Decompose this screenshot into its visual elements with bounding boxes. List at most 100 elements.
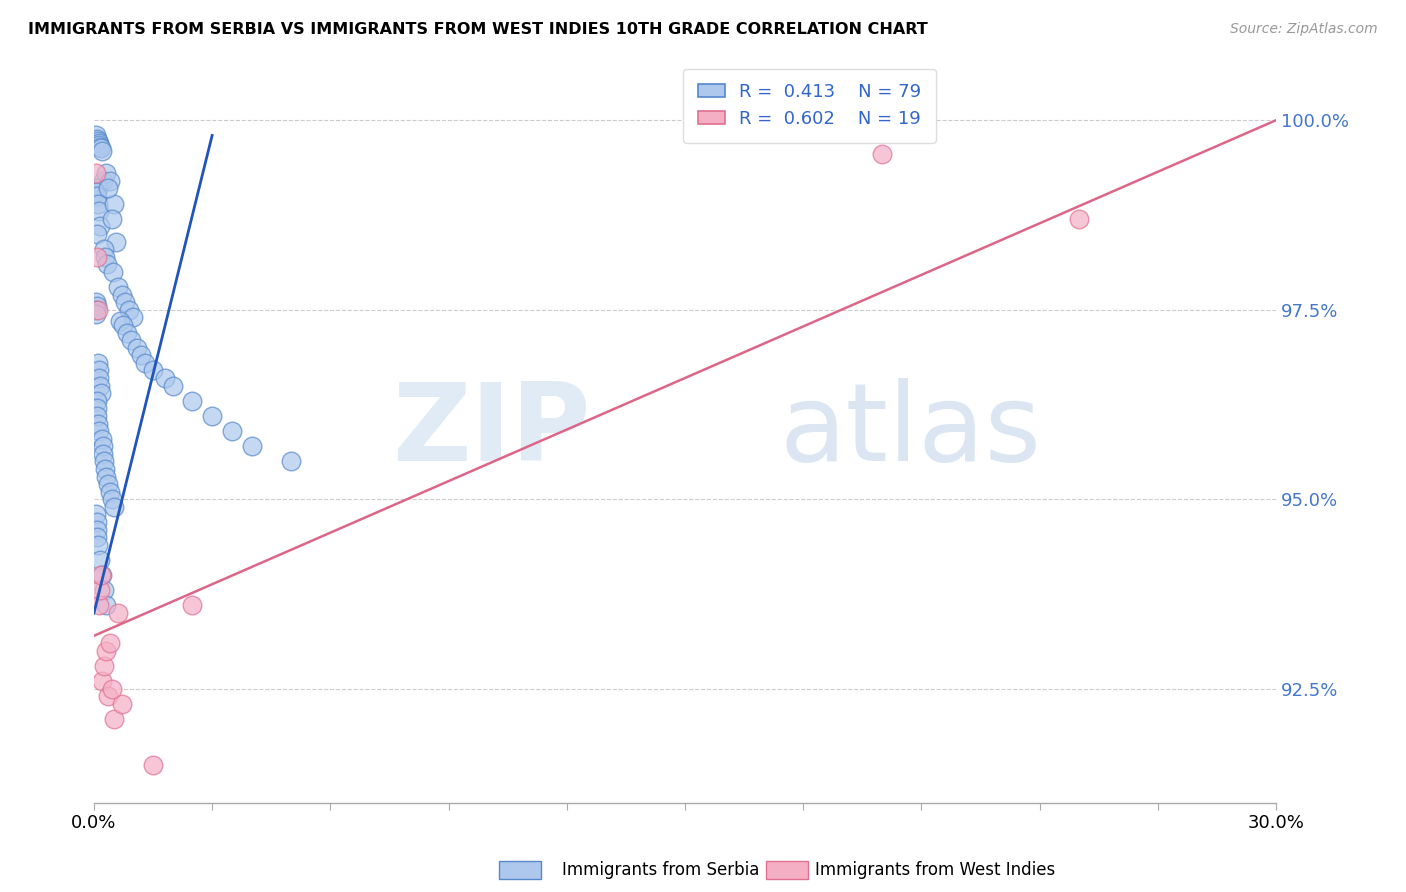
Point	[221, 424, 243, 438]
Point	[87, 136, 110, 150]
Point	[87, 196, 110, 211]
Point	[94, 469, 117, 483]
Point	[84, 307, 107, 321]
Point	[97, 181, 120, 195]
Point	[91, 174, 114, 188]
Point	[87, 417, 110, 431]
Point	[89, 137, 111, 152]
Text: atlas: atlas	[779, 378, 1042, 484]
Point	[86, 523, 108, 537]
Point	[94, 250, 117, 264]
Point	[87, 181, 110, 195]
Point	[134, 356, 156, 370]
Point	[86, 227, 108, 241]
Point	[110, 697, 132, 711]
Point	[86, 132, 108, 146]
Point	[112, 318, 135, 332]
Point	[84, 508, 107, 522]
Point	[89, 553, 111, 567]
Point	[93, 454, 115, 468]
Point	[98, 484, 121, 499]
Point	[240, 439, 263, 453]
Point	[86, 515, 108, 529]
Text: Immigrants from West Indies: Immigrants from West Indies	[815, 861, 1056, 879]
Text: Source: ZipAtlas.com: Source: ZipAtlas.com	[1230, 22, 1378, 37]
Point	[97, 477, 120, 491]
Point	[1067, 211, 1090, 226]
Text: IMMIGRANTS FROM SERBIA VS IMMIGRANTS FROM WEST INDIES 10TH GRADE CORRELATION CHA: IMMIGRANTS FROM SERBIA VS IMMIGRANTS FRO…	[28, 22, 928, 37]
Point	[89, 378, 111, 392]
Point	[89, 140, 111, 154]
Point	[86, 250, 108, 264]
Text: Immigrants from Serbia: Immigrants from Serbia	[562, 861, 759, 879]
Legend: R =  0.413    N = 79, R =  0.602    N = 19: R = 0.413 N = 79, R = 0.602 N = 19	[683, 69, 936, 143]
Point	[94, 644, 117, 658]
Text: ZIP: ZIP	[392, 378, 591, 484]
Point	[98, 636, 121, 650]
Point	[93, 447, 115, 461]
Point	[89, 219, 111, 234]
Point	[127, 341, 149, 355]
Point	[90, 141, 112, 155]
Point	[114, 295, 136, 310]
Point	[86, 530, 108, 544]
Point	[118, 302, 141, 317]
Point	[86, 401, 108, 416]
Point	[870, 147, 893, 161]
Point	[201, 409, 224, 423]
Point	[100, 492, 122, 507]
Point	[181, 393, 204, 408]
Point	[86, 409, 108, 423]
Point	[89, 371, 111, 385]
Point	[162, 378, 184, 392]
Point	[103, 196, 125, 211]
Point	[87, 356, 110, 370]
Point	[153, 371, 176, 385]
Point	[84, 295, 107, 310]
Point	[87, 135, 110, 149]
Point	[93, 242, 115, 256]
Point	[142, 757, 165, 772]
Point	[97, 690, 120, 704]
Point	[93, 583, 115, 598]
Point	[90, 432, 112, 446]
Point	[87, 538, 110, 552]
Point	[87, 204, 110, 219]
Point	[90, 568, 112, 582]
Point	[129, 348, 152, 362]
Point	[108, 314, 131, 328]
Point	[87, 363, 110, 377]
Point	[110, 287, 132, 301]
Point	[100, 211, 122, 226]
Point	[91, 439, 114, 453]
Point	[90, 674, 112, 689]
Point	[94, 166, 117, 180]
Point	[89, 583, 111, 598]
Point	[87, 424, 110, 438]
Point	[93, 659, 115, 673]
Point	[84, 166, 107, 180]
Point	[104, 235, 127, 249]
Point	[103, 712, 125, 726]
Point	[107, 280, 129, 294]
Point	[90, 144, 112, 158]
Point	[84, 186, 107, 200]
Point	[86, 299, 108, 313]
Point	[101, 265, 124, 279]
Point	[98, 174, 121, 188]
Point	[122, 310, 145, 325]
Point	[96, 257, 118, 271]
Point	[142, 363, 165, 377]
Point	[103, 500, 125, 514]
Point	[86, 393, 108, 408]
Point	[100, 681, 122, 696]
Point	[87, 599, 110, 613]
Point	[117, 326, 139, 340]
Point	[94, 462, 117, 476]
Point	[107, 606, 129, 620]
Point	[90, 386, 112, 401]
Point	[86, 189, 108, 203]
Point	[120, 333, 142, 347]
Point	[84, 302, 107, 317]
Point	[87, 302, 110, 317]
